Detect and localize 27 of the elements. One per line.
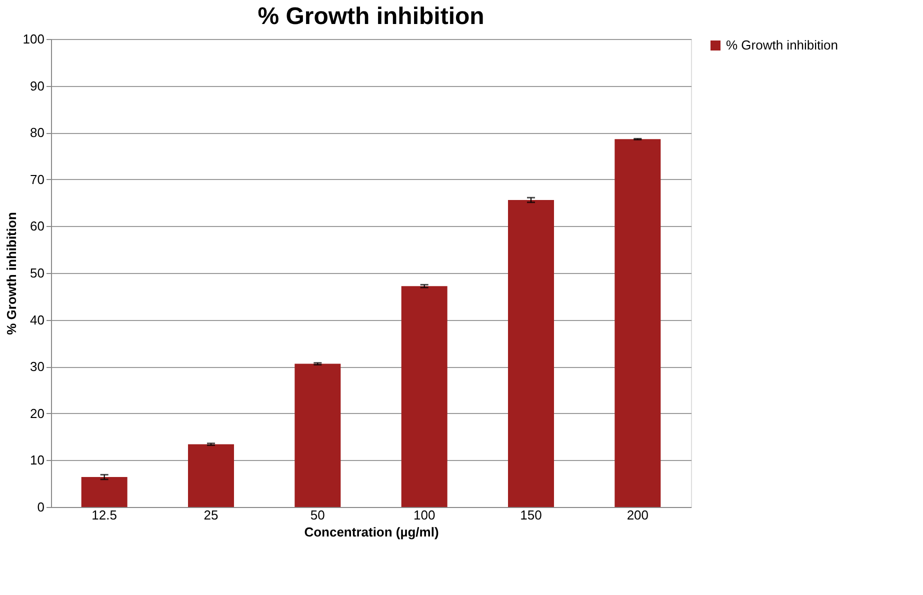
y-tick-label: 10 bbox=[30, 452, 44, 468]
y-tick-label: 0 bbox=[37, 500, 44, 514]
x-tick-label: 50 bbox=[310, 508, 325, 522]
y-tick-label: 40 bbox=[30, 312, 44, 328]
y-axis-title: % Growth inhibition bbox=[4, 212, 19, 335]
y-tick-label: 20 bbox=[30, 406, 44, 421]
y-tick-label: 90 bbox=[30, 78, 44, 94]
bar bbox=[508, 200, 554, 507]
x-axis-title: Concentration (µg/ml) bbox=[304, 524, 439, 540]
y-tick-label: 60 bbox=[30, 218, 44, 234]
legend-label: % Growth inhibition bbox=[726, 38, 838, 52]
chart-title: % Growth inhibition bbox=[258, 3, 484, 30]
x-tick-label: 100 bbox=[413, 508, 436, 522]
y-tick-label: 50 bbox=[30, 266, 44, 280]
bar bbox=[614, 139, 661, 507]
y-tick-label: 80 bbox=[30, 125, 44, 140]
x-tick-label: 200 bbox=[626, 508, 649, 522]
bar bbox=[294, 364, 341, 507]
bar bbox=[188, 444, 234, 507]
y-tick-label: 100 bbox=[22, 32, 44, 46]
y-tick-label: 30 bbox=[30, 359, 44, 374]
bar bbox=[81, 477, 128, 507]
x-tick-label: 150 bbox=[520, 508, 542, 522]
bar bbox=[401, 286, 448, 507]
y-tick-label: 70 bbox=[30, 172, 44, 187]
x-tick-label: 25 bbox=[204, 508, 218, 522]
x-tick-label: 12.5 bbox=[92, 508, 117, 522]
